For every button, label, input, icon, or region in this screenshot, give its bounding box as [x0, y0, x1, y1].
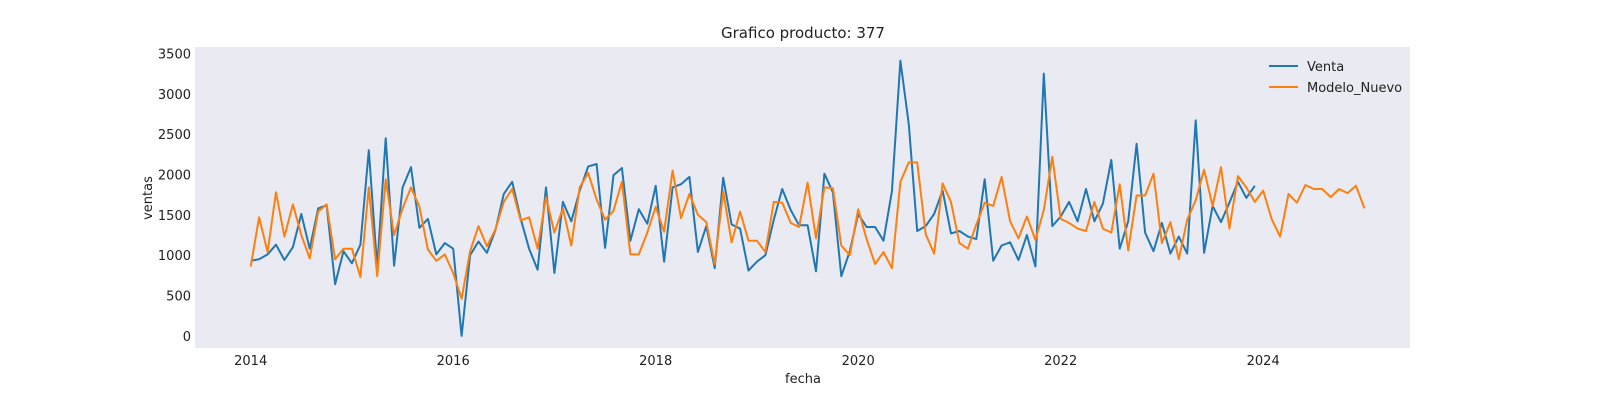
x-tick-labels: 2014 2016 2018 2020 2022 2024	[234, 354, 1280, 369]
y-tick-label: 2500	[158, 128, 191, 143]
series-line-modelo-nuevo	[249, 155, 1366, 300]
legend-label-venta: Venta	[1307, 60, 1344, 75]
x-tick-label: 2024	[1247, 354, 1280, 369]
y-tick-label: 1500	[158, 209, 191, 224]
y-tick-label: 2000	[158, 169, 191, 184]
x-tick-label: 2022	[1044, 354, 1077, 369]
chart-title: Grafico producto: 377	[721, 24, 885, 42]
x-axis-label: fecha	[785, 372, 821, 387]
legend: Venta Modelo_Nuevo	[1269, 60, 1402, 96]
y-tick-label: 1000	[158, 249, 191, 264]
y-tick-label: 500	[166, 290, 191, 305]
series-layer	[249, 59, 1366, 337]
y-tick-label: 3000	[158, 88, 191, 103]
y-tick-label: 0	[183, 330, 191, 345]
y-axis-label: ventas	[141, 176, 156, 220]
x-tick-label: 2014	[234, 354, 267, 369]
x-tick-label: 2020	[842, 354, 875, 369]
series-line-venta	[250, 59, 1256, 337]
x-tick-label: 2018	[639, 354, 672, 369]
y-tick-label: 3500	[158, 47, 191, 62]
legend-label-modelo-nuevo: Modelo_Nuevo	[1307, 81, 1402, 96]
x-tick-label: 2016	[437, 354, 470, 369]
y-tick-labels: 0 500 1000 1500 2000 2500 3000 3500	[158, 47, 191, 344]
plot-area	[195, 47, 1410, 348]
